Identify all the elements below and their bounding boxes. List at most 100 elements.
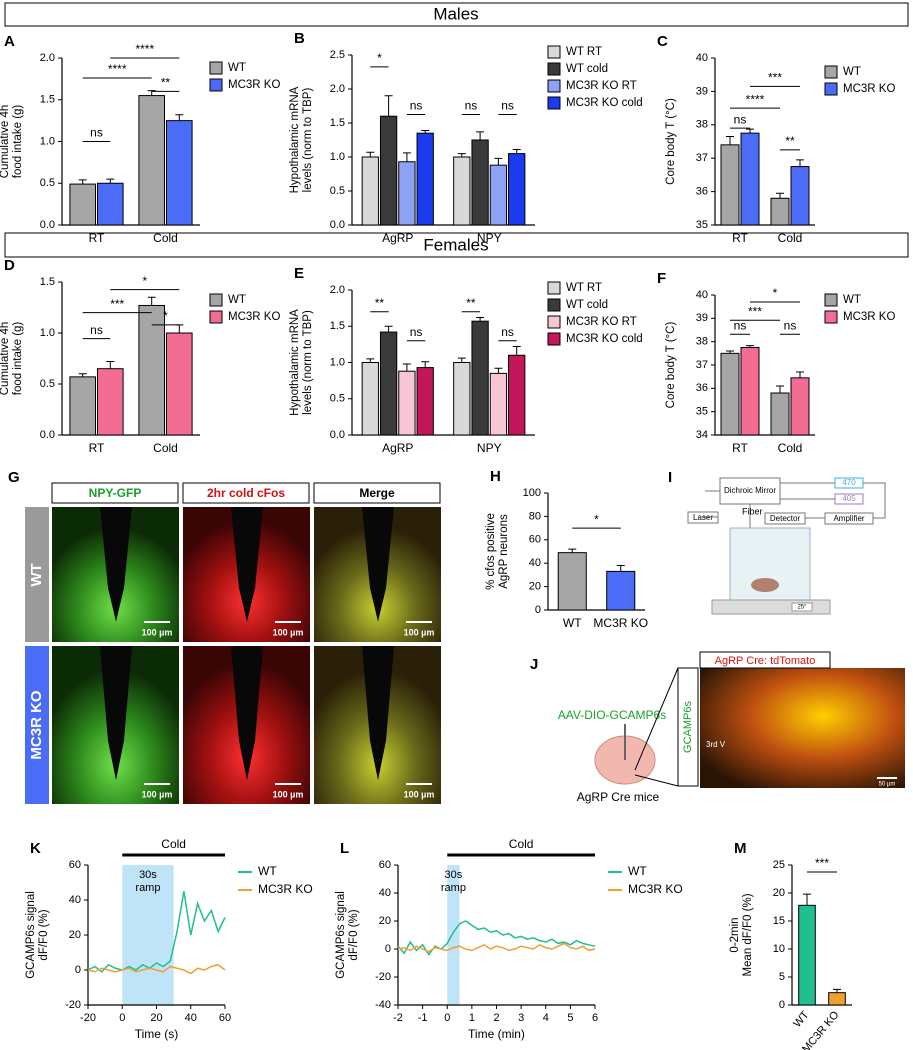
ventricle xyxy=(362,507,394,622)
error-bar xyxy=(776,385,784,393)
bar xyxy=(398,161,416,226)
bar xyxy=(790,166,810,226)
error-bar xyxy=(457,153,466,157)
image-label: 3rd V xyxy=(706,740,726,749)
error-bar xyxy=(457,357,466,363)
y-axis-label: Core body T (°C) xyxy=(665,322,677,409)
y-tick-label: 39 xyxy=(696,312,708,324)
chart: H % cfos positive AgRP neurons 0 20 40 60 80 100… xyxy=(485,468,648,630)
error-bar xyxy=(803,893,811,906)
error-bar xyxy=(833,988,841,993)
legend-label: MC3R KO xyxy=(228,79,280,91)
y-tick-label: 2.0 xyxy=(40,52,55,64)
bar xyxy=(720,352,740,436)
y-tick-label: 39 xyxy=(696,85,708,97)
significance-label: ns xyxy=(90,126,103,140)
legend-label: MC3R KO cold xyxy=(566,97,643,109)
error-bar xyxy=(384,325,393,333)
x-tick-label: NPY xyxy=(477,231,502,245)
legend-label: MC3R KO xyxy=(843,311,895,323)
scale-label: 100 µm xyxy=(404,627,435,637)
error-bar xyxy=(175,324,184,333)
x-tick-label: RT xyxy=(732,231,748,245)
legend-swatch xyxy=(209,293,223,307)
y-tick-label: 2.0 xyxy=(330,284,345,296)
y-tick-label: 40 xyxy=(379,887,391,899)
error-bar xyxy=(796,159,804,167)
y-tick-label: 10 xyxy=(773,943,785,955)
diagram-label: Fiber xyxy=(742,506,763,516)
bar xyxy=(166,120,193,226)
y-tick-label: 1.5 xyxy=(40,94,55,106)
significance-label: ** xyxy=(466,296,476,310)
diagram-label: Detector xyxy=(770,514,801,523)
row-box xyxy=(25,507,49,642)
legend-label: WT cold xyxy=(566,63,608,75)
scale-label: 100 µm xyxy=(142,789,173,799)
y-tick-label: 0.0 xyxy=(330,429,345,441)
error-bar xyxy=(568,548,577,553)
y-axis-label: GCAMP6s signal xyxy=(335,891,347,979)
ventricle xyxy=(362,646,394,781)
bar xyxy=(798,904,816,1006)
y-tick-label: 100 xyxy=(523,487,541,499)
y-tick-label: 15 xyxy=(773,915,785,927)
panel-i: I Dichroic Mirror Laser Detector Amplifi… xyxy=(668,469,886,615)
diagram-label: AgRP Cre mice xyxy=(577,790,660,804)
significance-label: *** xyxy=(768,71,782,85)
chart: B Hypothalamic mRNA levels (norm to TBP) 0.… xyxy=(289,30,643,245)
error-bar xyxy=(366,151,375,157)
column-label: Merge xyxy=(359,486,395,500)
bar xyxy=(453,156,471,226)
side-box xyxy=(677,667,699,787)
bar xyxy=(361,156,379,226)
x-tick-label: 60 xyxy=(219,1012,231,1024)
significance-label: **** xyxy=(108,62,127,76)
diagram-label: Laser xyxy=(693,513,713,522)
line xyxy=(397,942,596,953)
y-tick-label: 38 xyxy=(696,336,708,348)
legend-label: WT xyxy=(228,294,246,306)
significance-label: ** xyxy=(375,296,385,310)
bar xyxy=(416,132,434,226)
legend-label: WT xyxy=(843,294,861,306)
error-bar xyxy=(616,565,625,572)
panel-j: J AAV-DIO-GCAMP6s AgRP Cre mice GCAMP6s … xyxy=(530,651,905,804)
x-tick-label: Cold xyxy=(778,231,803,245)
ramp-label: 30s ramp xyxy=(441,869,466,894)
x-tick-label: RT xyxy=(89,441,105,455)
x-tick-label: MC3R KO xyxy=(593,616,648,630)
y-tick-label: 60 xyxy=(69,859,81,871)
x-tick-label: AgRP xyxy=(382,231,413,245)
legend-swatch xyxy=(824,310,838,324)
y-tick-label: 40 xyxy=(696,52,708,64)
legend-label: MC3R KO xyxy=(258,882,313,896)
bar xyxy=(361,362,379,436)
y-tick-label: 2.5 xyxy=(330,49,345,61)
x-tick-label: 2 xyxy=(493,1012,499,1024)
x-tick-label: 40 xyxy=(185,1012,197,1024)
panel-letter: M xyxy=(734,840,747,857)
y-tick-label: 0.0 xyxy=(40,429,55,441)
error-bar xyxy=(421,361,430,368)
ventricle xyxy=(231,646,263,781)
y-tick-label: 36 xyxy=(696,186,708,198)
scale-label: 100 µm xyxy=(273,789,304,799)
bar xyxy=(471,139,489,226)
bar xyxy=(416,367,434,436)
x-tick-label: 20 xyxy=(150,1012,162,1024)
significance-label: ** xyxy=(161,76,171,90)
y-tick-label: 37 xyxy=(696,359,708,371)
y-axis-label: Hypothalamic mRNA xyxy=(289,309,301,416)
scale-label: 50 µm xyxy=(879,782,896,788)
diagram-label: Dichroic Mirror xyxy=(724,486,776,495)
error-bar xyxy=(494,367,503,374)
legend-label: WT xyxy=(843,66,861,78)
panel-letter: J xyxy=(530,656,538,673)
y-tick-label: 1.0 xyxy=(330,356,345,368)
y-axis-label: food intake (g) xyxy=(12,322,24,396)
section-box xyxy=(4,2,909,27)
